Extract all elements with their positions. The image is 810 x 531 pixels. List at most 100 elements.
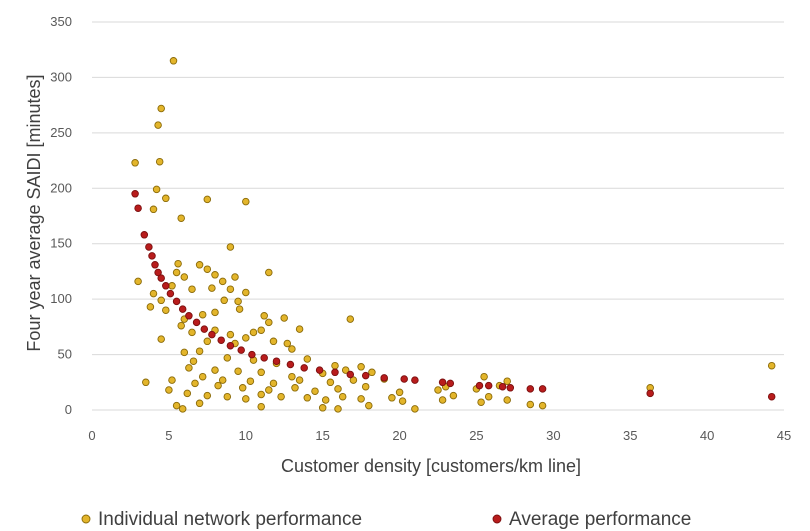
data-point-individual (295, 325, 304, 333)
data-point-individual (288, 372, 296, 381)
data-point-individual (357, 363, 365, 371)
data-point-individual (218, 277, 227, 286)
data-point-average (361, 371, 370, 380)
data-point-average (157, 274, 165, 282)
data-point-individual (503, 396, 511, 404)
data-point-individual (203, 195, 212, 204)
data-point-individual (265, 268, 273, 277)
data-point-individual (238, 384, 247, 392)
series-average (131, 190, 776, 401)
data-point-individual (203, 337, 212, 346)
x-tick-label: 25 (469, 428, 483, 443)
data-point-individual (157, 296, 165, 305)
data-point-individual (438, 396, 447, 404)
data-point-individual (168, 282, 176, 290)
data-point-average (237, 346, 245, 354)
data-point-average (154, 268, 162, 277)
legend-label-individual: Individual network performance (98, 509, 362, 530)
data-point-individual (195, 347, 204, 355)
data-point-individual (152, 185, 161, 194)
data-point-average (315, 366, 324, 374)
data-point-individual (449, 391, 458, 400)
data-point-individual (242, 288, 250, 297)
data-point-individual (214, 381, 222, 390)
data-point-individual (177, 321, 185, 330)
x-tick-label: 20 (392, 428, 406, 443)
data-point-individual (198, 310, 207, 319)
data-point-individual (174, 259, 182, 268)
data-point-individual (295, 376, 304, 384)
data-point-individual (178, 405, 187, 413)
data-point-individual (211, 271, 219, 279)
data-point-average (506, 384, 515, 392)
data-point-individual (257, 390, 265, 399)
data-point-individual (434, 386, 442, 394)
data-point-individual (226, 330, 235, 339)
data-point-individual (411, 405, 419, 413)
data-point-individual (326, 378, 335, 387)
data-point-average (260, 354, 268, 362)
data-point-individual (288, 345, 296, 353)
data-point-individual (368, 368, 376, 377)
data-point-individual (242, 395, 250, 403)
data-point-individual (334, 385, 342, 393)
data-point-average (200, 325, 209, 333)
data-point-individual (226, 285, 235, 293)
x-tick-label: 15 (315, 428, 329, 443)
y-tick-label: 200 (50, 180, 72, 195)
data-point-individual (195, 399, 204, 408)
data-point-individual (277, 392, 285, 401)
legend: Individual network performance Average p… (81, 509, 691, 530)
data-point-individual (211, 366, 219, 374)
data-point-individual (388, 394, 396, 402)
data-point-individual (149, 205, 158, 214)
data-point-average (498, 382, 507, 391)
data-point-individual (185, 364, 193, 372)
data-point-individual (191, 379, 199, 388)
x-tick-label: 35 (623, 428, 637, 443)
data-point-individual (395, 388, 404, 397)
data-point-average (248, 350, 256, 359)
data-point-individual (172, 401, 181, 410)
data-point-individual (172, 268, 181, 277)
data-point-average (172, 297, 181, 306)
x-tick-label: 0 (88, 428, 95, 443)
data-point-individual (203, 391, 212, 400)
data-point-average (208, 330, 216, 339)
data-point-average (151, 261, 159, 269)
legend-marker-individual (81, 514, 91, 524)
data-point-average (178, 305, 187, 313)
data-point-individual (484, 392, 493, 401)
data-point-individual (321, 396, 330, 404)
data-point-individual (480, 372, 488, 381)
data-point-individual (165, 386, 173, 394)
data-point-individual (311, 387, 319, 395)
data-point-individual (341, 366, 350, 374)
data-point-individual (188, 328, 196, 337)
data-point-average (148, 252, 156, 260)
data-point-individual (246, 377, 255, 385)
data-point-individual (155, 157, 164, 166)
data-point-average (185, 312, 193, 320)
data-point-individual (767, 361, 776, 370)
series-individual (131, 57, 776, 413)
data-point-individual (162, 306, 170, 314)
data-point-individual (269, 337, 278, 346)
data-point-individual (223, 354, 232, 362)
data-point-average (346, 370, 355, 379)
data-point-average (438, 378, 447, 387)
data-point-individual (162, 194, 170, 203)
data-point-average (331, 368, 339, 377)
data-point-individual (280, 314, 288, 322)
y-tick-label: 0 (65, 402, 72, 417)
data-point-individual (154, 121, 162, 129)
data-point-average (526, 385, 535, 393)
data-point-individual (177, 214, 185, 222)
data-point-individual (198, 372, 207, 381)
data-point-individual (220, 296, 228, 305)
y-tick-label: 250 (50, 125, 72, 140)
data-point-individual (346, 315, 355, 323)
data-point-individual (226, 243, 235, 251)
legend-marker-average (492, 514, 502, 524)
data-point-individual (208, 284, 216, 292)
